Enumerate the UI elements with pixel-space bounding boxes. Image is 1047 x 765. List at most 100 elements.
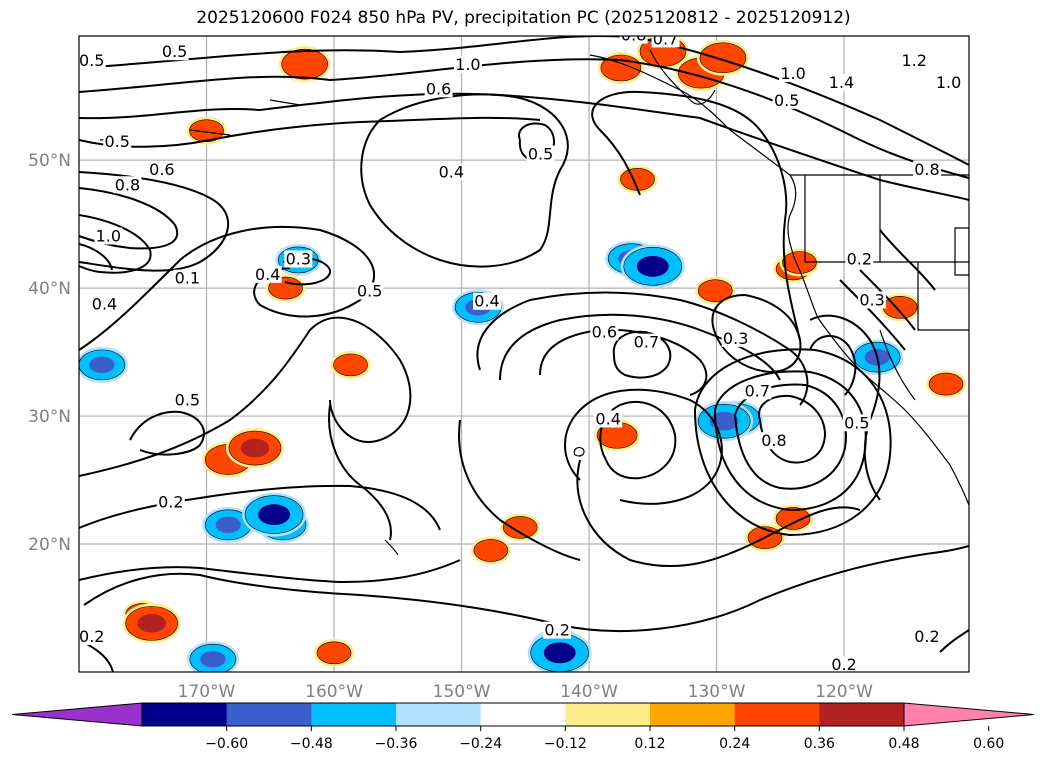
contour-labels: 0.5 0.50.8 0.71.00.61.0 1.41.21.00.50.80.50… bbox=[79, 26, 963, 674]
contour-label-bg bbox=[632, 333, 661, 351]
lon-label: 130°W bbox=[688, 682, 746, 702]
contour-label-bg bbox=[772, 91, 801, 109]
plot-frame bbox=[78, 35, 970, 673]
contour-label-bg bbox=[103, 132, 132, 150]
colorbar-tick-label: 0.48 bbox=[888, 736, 919, 752]
contour-label: 0.2 bbox=[544, 621, 569, 640]
contour-label: 0.4 bbox=[439, 162, 464, 181]
lat-label: 30°N bbox=[28, 407, 71, 427]
colorbar-tick-label: −0.48 bbox=[290, 736, 333, 752]
contour-label-bg bbox=[543, 621, 572, 639]
contour-label-bg bbox=[858, 291, 887, 309]
precip-core bbox=[697, 279, 733, 302]
precip-peak bbox=[240, 438, 270, 458]
precip-peak bbox=[636, 255, 669, 277]
contour-label: 0.1 bbox=[175, 269, 200, 288]
colorbar-tick-label: −0.36 bbox=[375, 736, 418, 752]
precip-peak bbox=[292, 55, 318, 73]
contour-label-bg bbox=[590, 323, 619, 341]
contour-label: 0.5 bbox=[528, 145, 553, 164]
contour-label-bg bbox=[619, 36, 648, 44]
contour-label-bg bbox=[827, 73, 856, 91]
contour-label-bg bbox=[912, 160, 941, 178]
colorbar-extend-high bbox=[903, 702, 1035, 727]
contour-label: 0.7 bbox=[745, 381, 770, 400]
lat-label: 50°N bbox=[28, 151, 71, 171]
pv-contours bbox=[79, 36, 969, 672]
contour-label-bg bbox=[113, 176, 142, 194]
contour-label-bg bbox=[79, 628, 106, 646]
colorbar-extend-low bbox=[11, 702, 143, 727]
precip-core bbox=[473, 539, 509, 562]
contour-label: 0.5 bbox=[357, 281, 382, 300]
colorbar-segment bbox=[226, 703, 312, 726]
colorbar-segment bbox=[650, 703, 736, 726]
colorbar-segment bbox=[396, 703, 482, 726]
colorbar-segment bbox=[734, 703, 820, 726]
precip-core bbox=[333, 353, 368, 377]
contour-label: 0.5 bbox=[774, 91, 799, 110]
lat-label: 40°N bbox=[28, 279, 71, 299]
plot-area bbox=[79, 36, 969, 672]
lon-label: 170°W bbox=[178, 682, 236, 702]
precip-core bbox=[775, 507, 811, 530]
precip-core bbox=[316, 641, 352, 665]
contour-label: 0.5 bbox=[162, 42, 187, 61]
contour-label: 0.2 bbox=[158, 493, 183, 512]
contour-label-bg bbox=[173, 269, 202, 287]
colorbar-segment bbox=[819, 703, 905, 726]
contour-label-bg bbox=[355, 282, 384, 300]
contour-label: 0.4 bbox=[255, 265, 280, 284]
contour-label: 0.5 bbox=[79, 51, 104, 70]
colorbar: −0.60 −0.48 −0.36 −0.24 −0.12 0.12 0.24 0.36 0.4… bbox=[11, 702, 1035, 752]
latitude-labels: 50°N 40°N 30°N 20°N bbox=[28, 151, 71, 555]
contour-label: 0.3 bbox=[723, 329, 748, 348]
contour-label: 1.0 bbox=[455, 55, 480, 74]
contour-label-bg bbox=[94, 227, 123, 245]
colorbar-tick-label: 0.60 bbox=[973, 736, 1004, 752]
contour-label-bg bbox=[594, 410, 623, 428]
lon-label: 150°W bbox=[433, 682, 491, 702]
contour-label: 0.8 bbox=[621, 26, 646, 45]
contour-label-bg bbox=[147, 160, 176, 178]
precip-core bbox=[928, 372, 964, 396]
contour-label-bg bbox=[284, 250, 313, 268]
contour-label: 0.6 bbox=[149, 160, 174, 179]
colorbar-segment bbox=[565, 703, 651, 726]
contour-label: 0.7 bbox=[634, 333, 659, 352]
contour-label-bg bbox=[173, 391, 202, 409]
colorbar-tick-label: 0.36 bbox=[804, 736, 835, 752]
contour-label: 0.4 bbox=[474, 292, 499, 311]
contour-label: 0.8 bbox=[761, 431, 786, 450]
contour-label-bg bbox=[79, 52, 106, 70]
colorbar-tick-label: 0.12 bbox=[634, 736, 665, 752]
contour-label: 0.2 bbox=[847, 250, 872, 269]
contour-label-bg bbox=[437, 163, 466, 181]
contour-label-bg bbox=[526, 145, 555, 163]
precip-core bbox=[502, 516, 538, 539]
contour-label: 1.0 bbox=[936, 73, 961, 92]
contour-label: 1.4 bbox=[829, 73, 854, 92]
contour-label: 0.8 bbox=[914, 160, 939, 179]
colorbar-tick-label: −0.12 bbox=[544, 736, 587, 752]
contour-label-bg bbox=[253, 265, 282, 283]
contour-label: 1.2 bbox=[901, 51, 926, 70]
lat-label: 20°N bbox=[28, 535, 71, 555]
precip-peak bbox=[137, 614, 166, 633]
contour-label-bg bbox=[473, 292, 502, 310]
contour-label-bg bbox=[743, 382, 772, 400]
contour-label: 0.4 bbox=[595, 409, 620, 428]
colorbar-segment bbox=[311, 703, 397, 726]
contour-label: 0.6 bbox=[592, 322, 617, 341]
contour-label: 0.2 bbox=[914, 627, 939, 646]
contour-label: 0.5 bbox=[844, 413, 869, 432]
contour-label: 0.2 bbox=[831, 655, 856, 674]
contour-label-bg bbox=[845, 250, 874, 268]
colorbar-segment bbox=[480, 703, 566, 726]
contour-label-bg bbox=[842, 414, 871, 432]
colorbar-tick-label: −0.24 bbox=[459, 736, 502, 752]
contour-label-bg bbox=[759, 432, 788, 450]
precipitation-shading bbox=[79, 36, 967, 672]
precip-peak bbox=[543, 642, 576, 664]
